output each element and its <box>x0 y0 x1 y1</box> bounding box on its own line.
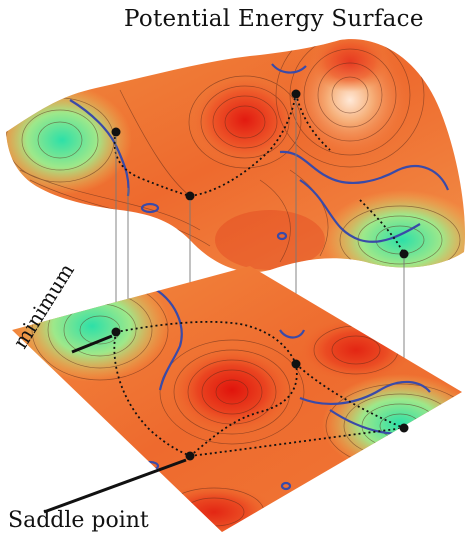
saddle-point-2 <box>291 359 301 369</box>
saddle-leader-line <box>43 458 187 514</box>
saddle-point-label: Saddle point <box>8 508 149 533</box>
top-saddle-point <box>185 191 195 201</box>
minimum-point-2 <box>399 423 409 433</box>
minimum-leader-line <box>71 334 113 354</box>
3d-surface <box>6 39 465 273</box>
top-minimum-point <box>111 127 121 137</box>
top-minimum-point-2 <box>399 249 409 259</box>
minimum-point <box>111 327 121 337</box>
top-saddle-point-2 <box>291 89 301 99</box>
page-title: Potential Energy Surface <box>124 6 424 32</box>
saddle-point <box>185 451 195 461</box>
